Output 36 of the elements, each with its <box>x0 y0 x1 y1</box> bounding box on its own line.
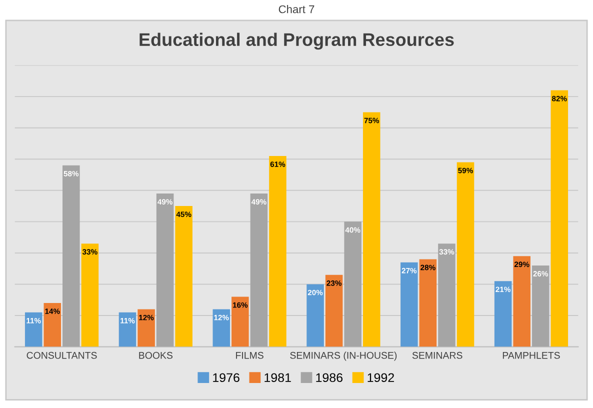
bar <box>419 259 437 347</box>
legend-label: 1981 <box>264 373 291 382</box>
bar <box>306 284 324 347</box>
bar <box>513 256 530 347</box>
x-tick-label: SEMINARS <box>412 352 462 359</box>
bar <box>344 222 362 347</box>
bar <box>325 274 343 347</box>
bar <box>118 312 136 347</box>
bar <box>24 312 42 347</box>
bar <box>156 194 174 347</box>
bar <box>175 206 192 347</box>
bar <box>532 265 550 347</box>
bar <box>438 244 456 347</box>
bar <box>62 165 80 347</box>
x-tick-label: FILMS <box>236 352 264 359</box>
x-tick-label: BOOKS <box>139 352 173 359</box>
bar <box>232 296 249 347</box>
bar <box>138 309 155 347</box>
x-tick-label: SEMINARS (IN-HOUSE) <box>290 352 397 361</box>
legend-label: 1976 <box>213 373 240 382</box>
bar <box>250 194 268 347</box>
legend-label: 1992 <box>368 373 394 382</box>
bar <box>362 112 380 347</box>
bar <box>400 262 418 347</box>
caption: Chart 7 <box>278 5 314 14</box>
legend-label: 1986 <box>316 373 343 382</box>
chart-title: Educational and Program Resources <box>140 32 454 50</box>
bar <box>269 156 286 347</box>
bar <box>44 303 62 347</box>
x-tick-label: CONSULTANTS <box>26 352 97 359</box>
bar <box>550 90 568 347</box>
bar <box>81 244 99 347</box>
bar <box>212 309 230 347</box>
x-tick-label: PAMPHLETS <box>502 352 560 359</box>
bar <box>494 281 512 347</box>
bar <box>456 162 474 347</box>
